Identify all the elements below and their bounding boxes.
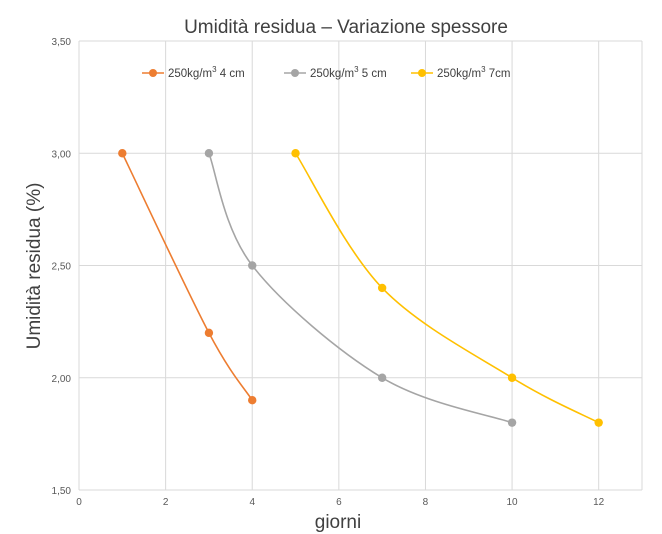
legend-item: 250kg/m3 4 cm <box>142 65 245 80</box>
y-tick-label: 2,50 <box>52 262 72 273</box>
series-layer <box>118 149 603 427</box>
legend-label: 250kg/m3 5 cm <box>310 65 387 80</box>
series-line <box>121 152 253 401</box>
series-1 <box>118 149 257 405</box>
legend-label-suffix: 7cm <box>486 68 511 80</box>
y-tick-label: 1,50 <box>52 486 72 497</box>
legend-swatch-marker <box>418 69 426 77</box>
y-tick-label: 3,00 <box>52 149 72 160</box>
x-tick-label: 6 <box>336 497 342 508</box>
legend-label-prefix: 250kg/m <box>168 68 212 80</box>
legend-label: 250kg/m3 4 cm <box>168 65 245 80</box>
x-tick-label: 12 <box>593 497 605 508</box>
legend-label-superscript: 3 <box>481 65 486 74</box>
legend-item: 250kg/m3 7cm <box>411 65 510 80</box>
x-tick-label: 2 <box>163 497 169 508</box>
legend: 250kg/m3 4 cm 250kg/m3 5 cm 250kg/m3 7cm <box>142 65 510 80</box>
legend-label-superscript: 3 <box>212 65 217 74</box>
legend-label-superscript: 3 <box>354 65 359 74</box>
data-point <box>118 149 127 158</box>
x-tick-label: 10 <box>507 497 519 508</box>
legend-label-suffix: 4 cm <box>217 68 245 80</box>
legend-item: 250kg/m3 5 cm <box>284 65 387 80</box>
series-2 <box>204 149 517 427</box>
legend-label-prefix: 250kg/m <box>310 68 354 80</box>
series-3 <box>291 149 603 427</box>
x-tick-label: 0 <box>76 497 82 508</box>
tick-labels: 0 2 4 6 8 10 12 1,50 2,00 2,50 3,00 3,50 <box>52 37 605 508</box>
legend-label-suffix: 5 cm <box>359 68 387 80</box>
data-point <box>377 283 387 293</box>
data-point <box>248 396 257 405</box>
data-point <box>204 328 214 338</box>
data-point <box>507 418 517 427</box>
grid <box>78 40 643 491</box>
x-axis-title: giorni <box>315 512 361 533</box>
chart-title: Umidità residua – Variazione spessore <box>184 17 508 38</box>
legend-label: 250kg/m3 7cm <box>437 65 510 80</box>
data-point <box>204 149 214 158</box>
y-tick-label: 3,50 <box>52 37 72 48</box>
series-line <box>208 152 513 424</box>
y-tick-label: 2,00 <box>52 374 72 385</box>
legend-swatch-marker <box>291 69 299 77</box>
data-point <box>377 373 387 382</box>
series-line <box>294 152 600 424</box>
y-axis-title: Umidità residua (%) <box>24 183 45 350</box>
x-tick-label: 4 <box>249 497 255 508</box>
legend-swatch-marker <box>149 69 157 77</box>
data-point <box>507 373 517 382</box>
x-tick-label: 8 <box>423 497 429 508</box>
data-point <box>291 149 300 158</box>
legend-label-prefix: 250kg/m <box>437 68 481 80</box>
data-point <box>248 261 257 270</box>
data-point <box>594 418 603 427</box>
